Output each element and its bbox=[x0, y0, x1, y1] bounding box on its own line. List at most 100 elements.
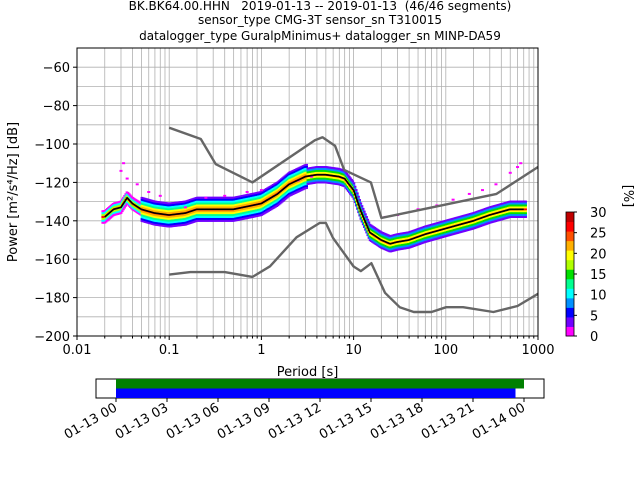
density-cell bbox=[524, 212, 527, 215]
series-line-low-noise-model bbox=[169, 221, 539, 314]
density-cell-outlier bbox=[135, 183, 139, 186]
density-cell bbox=[356, 192, 359, 195]
density-cell bbox=[366, 218, 370, 221]
density-cell bbox=[524, 210, 527, 213]
colorbar-tick-label: 25 bbox=[590, 227, 607, 242]
timeline-tick-label: 01-13 18 bbox=[368, 400, 426, 442]
density-cell bbox=[524, 215, 527, 218]
density-cell bbox=[346, 174, 350, 177]
density-cell bbox=[350, 178, 353, 181]
timeline-tick-label: 01-13 00 bbox=[62, 400, 120, 442]
title-line-1: BK.BK64.00.HHN 2019-01-13 -- 2019-01-13 … bbox=[128, 0, 512, 13]
colorbar-segment bbox=[566, 212, 574, 223]
y-axis: −200 −180 −160 −140 −120 −100 −80 −60 Power [m²/… bbox=[6, 61, 77, 345]
density-cell bbox=[524, 200, 527, 203]
density-cell bbox=[120, 210, 124, 213]
density-cell bbox=[524, 202, 527, 205]
colorbar: 0 5 10 15 20 25 30 [%] bbox=[565, 185, 635, 345]
density-cell-outlier bbox=[516, 166, 520, 169]
colorbar-segment bbox=[566, 250, 574, 261]
density-cell-outlier bbox=[494, 183, 498, 186]
density-cell-outlier bbox=[119, 169, 123, 172]
density-cell bbox=[305, 163, 308, 166]
density-cell bbox=[356, 194, 359, 197]
colorbar-segment bbox=[566, 221, 574, 232]
density-cell bbox=[351, 180, 355, 183]
colorbar-label: [%] bbox=[620, 185, 635, 208]
x-axis: 0.01 0.1 1 10 100 1000 Period [s] bbox=[63, 336, 555, 380]
y-tick-label: −60 bbox=[43, 61, 70, 76]
colorbar-tick-label: 30 bbox=[590, 206, 607, 221]
density-cell bbox=[123, 206, 126, 209]
density-cell-outlier bbox=[467, 192, 471, 195]
grid bbox=[76, 47, 538, 337]
density-cell bbox=[358, 200, 362, 203]
colorbar-tick-label: 15 bbox=[590, 268, 607, 283]
density-cell bbox=[357, 195, 360, 198]
density-cell bbox=[524, 206, 527, 209]
title-line-2: sensor_type CMG-3T sensor_sn T310015 bbox=[197, 13, 443, 27]
timeline-tick-label: 01-13 21 bbox=[419, 400, 477, 442]
y-tick-label: −160 bbox=[34, 253, 70, 268]
density-cell bbox=[124, 204, 128, 207]
y-tick-label: −200 bbox=[34, 330, 70, 345]
x-tick-label: 1 bbox=[257, 343, 265, 358]
colorbar-segment bbox=[566, 316, 574, 327]
density-cell-outlier bbox=[480, 189, 484, 192]
colorbar-tick-label: 0 bbox=[590, 330, 598, 345]
density-cell bbox=[360, 205, 364, 208]
timeline-bar bbox=[116, 388, 516, 398]
x-axis-label: Period [s] bbox=[277, 365, 339, 380]
density-cell bbox=[352, 182, 356, 185]
colorbar-segment bbox=[566, 231, 574, 242]
colorbar-tick-label: 20 bbox=[590, 247, 607, 262]
density-cell-outlier bbox=[183, 206, 187, 209]
density-cell bbox=[348, 175, 351, 178]
density-cell bbox=[358, 199, 362, 202]
density-cell bbox=[354, 190, 358, 193]
density-cell bbox=[353, 185, 357, 188]
title-line-3: datalogger_type GuralpMinimus+ datalogge… bbox=[139, 29, 501, 43]
density-cell bbox=[345, 172, 349, 175]
timeline-bar bbox=[116, 379, 524, 389]
density-cell bbox=[352, 184, 356, 187]
density-cell-outlier bbox=[245, 191, 249, 193]
density-cell-outlier bbox=[125, 177, 129, 180]
y-tick-label: −80 bbox=[43, 100, 70, 115]
series-line-mean bbox=[104, 173, 524, 245]
x-tick-label: 0.01 bbox=[63, 343, 92, 358]
density-cell bbox=[127, 193, 131, 196]
density-cell bbox=[349, 177, 352, 180]
density-cell bbox=[524, 214, 527, 217]
colorbar-tick-label: 10 bbox=[590, 289, 607, 304]
timeline-tick-label: 01-13 03 bbox=[113, 400, 171, 442]
colorbar-segment bbox=[566, 326, 574, 337]
series-line-high-noise-model bbox=[168, 126, 539, 220]
timeline-tick-label: 01-13 09 bbox=[215, 400, 273, 442]
plot-frame bbox=[76, 47, 539, 337]
timeline-tick-label: 01-13 12 bbox=[266, 400, 324, 442]
density-cell-outlier bbox=[158, 194, 162, 197]
density-cell bbox=[364, 213, 367, 216]
x-tick-label: 10 bbox=[345, 343, 362, 358]
density-cell bbox=[305, 165, 308, 168]
colorbar-segment bbox=[566, 259, 574, 270]
colorbar-segment bbox=[566, 297, 574, 308]
colorbar-segment bbox=[566, 307, 574, 318]
density-cell bbox=[359, 202, 363, 205]
density-cell bbox=[130, 195, 133, 198]
density-cell bbox=[357, 197, 360, 200]
colorbar-segment bbox=[566, 240, 574, 251]
y-tick-label: −140 bbox=[34, 215, 70, 230]
y-tick-label: −100 bbox=[34, 138, 70, 153]
density-cell bbox=[363, 210, 366, 213]
density-cell bbox=[354, 189, 358, 192]
colorbar-segment bbox=[566, 269, 574, 280]
density-cell bbox=[126, 191, 130, 194]
density-cell-outlier bbox=[259, 189, 263, 192]
y-tick-label: −120 bbox=[34, 176, 70, 191]
density-cell bbox=[524, 208, 527, 211]
density-cell bbox=[365, 216, 368, 219]
